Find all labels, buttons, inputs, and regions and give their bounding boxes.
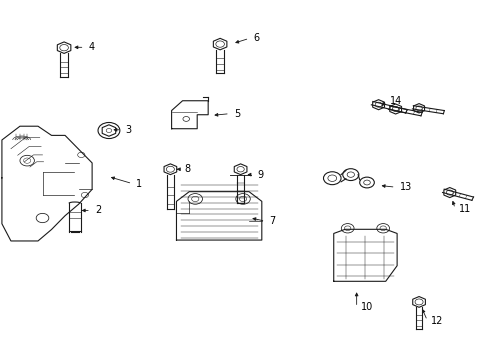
Circle shape (379, 226, 386, 231)
Polygon shape (163, 164, 176, 175)
Text: 1: 1 (136, 179, 142, 189)
Circle shape (363, 180, 369, 185)
Polygon shape (412, 297, 425, 307)
Circle shape (346, 172, 354, 177)
Text: 11: 11 (458, 204, 470, 214)
Circle shape (327, 175, 336, 181)
Polygon shape (102, 125, 116, 136)
Circle shape (323, 172, 340, 185)
Circle shape (341, 224, 353, 233)
Text: 14: 14 (389, 96, 401, 106)
Circle shape (359, 177, 373, 188)
Circle shape (342, 169, 358, 180)
Text: 3: 3 (125, 125, 131, 135)
Polygon shape (213, 39, 226, 50)
Circle shape (81, 192, 88, 198)
Text: 8: 8 (183, 164, 190, 174)
Polygon shape (413, 104, 424, 113)
Polygon shape (57, 42, 71, 53)
Circle shape (235, 194, 250, 204)
Text: 5: 5 (233, 109, 240, 119)
Circle shape (106, 129, 111, 132)
Circle shape (344, 226, 350, 231)
Circle shape (183, 117, 189, 121)
Circle shape (23, 158, 31, 163)
Circle shape (78, 152, 85, 158)
Polygon shape (389, 104, 401, 114)
Polygon shape (234, 164, 246, 175)
Circle shape (376, 224, 389, 233)
Text: 2: 2 (95, 206, 101, 216)
Text: 7: 7 (269, 216, 275, 226)
Circle shape (239, 196, 246, 202)
Circle shape (20, 155, 34, 166)
Text: 13: 13 (399, 182, 411, 192)
Circle shape (191, 196, 199, 202)
Text: 10: 10 (360, 302, 372, 312)
Text: 6: 6 (253, 33, 259, 43)
Polygon shape (443, 188, 455, 198)
Polygon shape (372, 100, 384, 110)
Text: 9: 9 (257, 170, 263, 180)
Circle shape (187, 194, 202, 204)
Text: 4: 4 (88, 42, 94, 52)
Circle shape (36, 213, 49, 222)
Circle shape (98, 122, 120, 139)
Text: 12: 12 (430, 316, 443, 325)
